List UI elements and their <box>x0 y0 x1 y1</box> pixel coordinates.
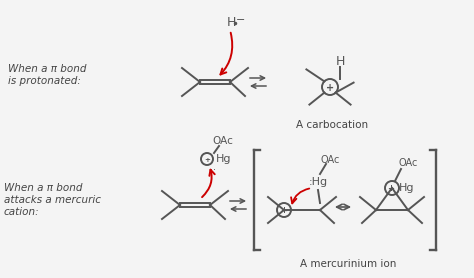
Text: :Hg: :Hg <box>309 177 328 187</box>
Text: +: + <box>388 184 394 193</box>
Text: +: + <box>204 157 210 163</box>
Text: H: H <box>227 16 237 29</box>
Text: Hg: Hg <box>399 183 414 193</box>
Text: When a π bond
attacks a mercuric
cation:: When a π bond attacks a mercuric cation: <box>4 183 101 217</box>
Text: When a π bond
is protonated:: When a π bond is protonated: <box>8 64 86 86</box>
Text: H: H <box>335 54 345 68</box>
Text: OAc: OAc <box>212 136 233 146</box>
Text: ..: .. <box>210 162 216 172</box>
Text: OAc: OAc <box>320 155 340 165</box>
Text: +: + <box>281 206 288 215</box>
Text: Hg: Hg <box>216 154 231 164</box>
Text: +: + <box>326 83 334 93</box>
Text: −: − <box>236 15 246 25</box>
Text: A carbocation: A carbocation <box>296 120 368 130</box>
Text: OAc: OAc <box>398 158 418 168</box>
Text: A mercurinium ion: A mercurinium ion <box>300 259 396 269</box>
